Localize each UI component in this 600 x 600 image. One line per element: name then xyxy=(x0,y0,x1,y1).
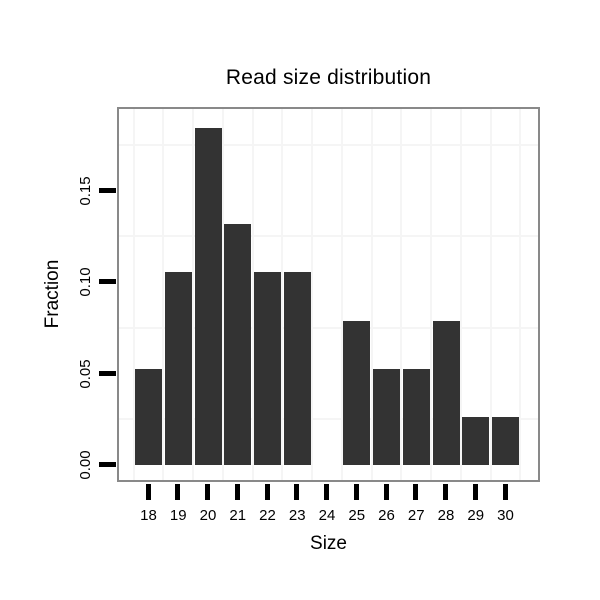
x-tick xyxy=(264,484,270,500)
x-tick xyxy=(443,484,448,500)
vertical-gridline xyxy=(459,109,462,480)
x-tick xyxy=(175,484,181,500)
vertical-gridline xyxy=(221,109,224,480)
y-tick-label: 0.15 xyxy=(77,175,94,206)
horizontal-gridline xyxy=(119,235,538,238)
x-tick-label: 18 xyxy=(140,507,157,524)
vertical-gridline xyxy=(489,109,492,480)
x-tick xyxy=(472,484,478,500)
vertical-gridline xyxy=(340,109,343,480)
bar-size-21 xyxy=(224,224,252,465)
bar-size-25 xyxy=(343,321,371,465)
y-tick-label: 0.05 xyxy=(77,358,94,389)
x-tick xyxy=(205,484,210,500)
bar-size-28 xyxy=(432,321,460,465)
x-tick xyxy=(234,484,240,500)
horizontal-gridline xyxy=(119,143,538,146)
bar-size-30 xyxy=(492,417,519,465)
y-axis-title: Fraction xyxy=(42,259,63,329)
bar-size-19 xyxy=(164,272,192,465)
bar-size-26 xyxy=(373,369,400,465)
x-tick-label: 29 xyxy=(467,507,485,524)
x-tick-label: 19 xyxy=(169,507,187,524)
x-tick-label: 26 xyxy=(378,507,395,524)
vertical-gridline xyxy=(400,109,403,480)
bar-size-22 xyxy=(254,272,281,465)
y-tick-label: 0.00 xyxy=(77,450,94,480)
vertical-gridline xyxy=(132,109,135,480)
chart-title: Read size distribution xyxy=(225,66,432,89)
vertical-gridline xyxy=(281,109,284,480)
x-tick-label: 25 xyxy=(348,507,366,524)
horizontal-gridline xyxy=(119,418,538,421)
y-tick xyxy=(99,370,116,376)
bar-size-29 xyxy=(462,417,490,465)
vertical-gridline xyxy=(519,109,522,480)
x-tick-label: 28 xyxy=(437,507,455,524)
x-axis-title: Size xyxy=(310,533,347,554)
bar-size-20 xyxy=(194,128,222,465)
bar-size-23 xyxy=(283,272,311,465)
y-tick xyxy=(99,187,116,193)
y-tick xyxy=(99,462,116,467)
x-tick xyxy=(324,484,329,500)
vertical-gridline xyxy=(430,109,433,480)
vertical-gridline xyxy=(370,109,373,480)
x-tick xyxy=(502,484,508,500)
x-tick-label: 23 xyxy=(288,507,306,524)
vertical-gridline xyxy=(251,109,254,480)
bar-size-18 xyxy=(135,369,162,465)
horizontal-gridline xyxy=(119,326,538,329)
x-tick-label: 30 xyxy=(497,507,514,524)
plot-panel xyxy=(117,107,540,482)
x-tick-label: 22 xyxy=(259,507,276,524)
x-tick xyxy=(294,484,300,500)
vertical-gridline xyxy=(192,109,195,480)
y-tick-label: 0.10 xyxy=(77,267,94,297)
vertical-gridline xyxy=(162,109,165,480)
bar-size-27 xyxy=(402,369,430,465)
x-tick-label: 27 xyxy=(407,507,425,524)
x-tick-label: 20 xyxy=(199,507,217,524)
vertical-gridline xyxy=(311,109,314,480)
x-tick-label: 21 xyxy=(229,507,247,524)
x-tick xyxy=(353,484,359,500)
y-tick xyxy=(99,279,116,284)
x-tick-label: 24 xyxy=(318,507,336,524)
x-tick xyxy=(413,484,419,500)
x-tick xyxy=(145,484,151,500)
x-tick xyxy=(383,484,389,500)
